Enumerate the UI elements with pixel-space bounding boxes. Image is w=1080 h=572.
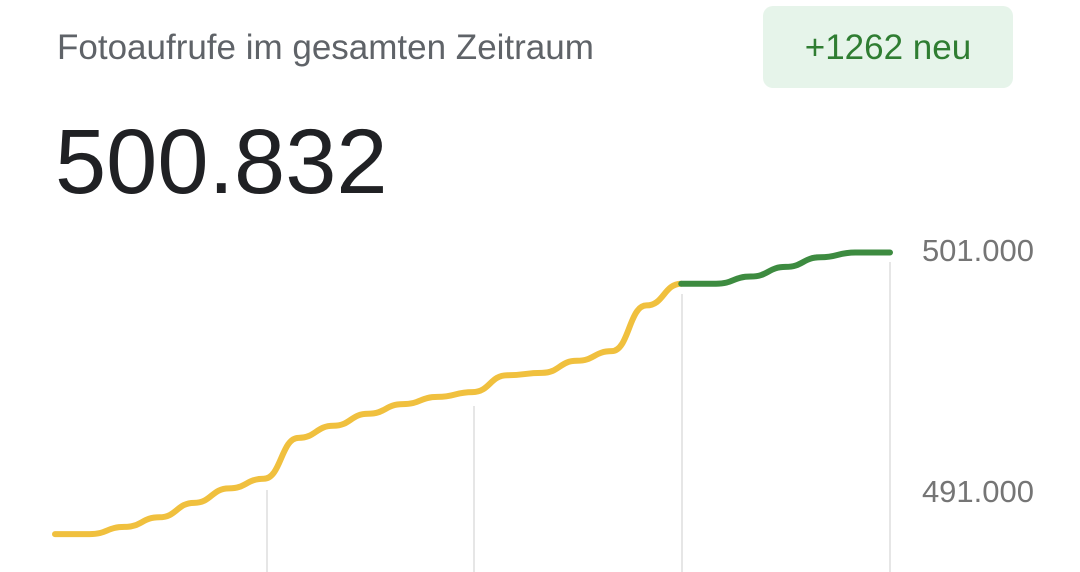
badge-background [763,6,1013,88]
chart-title: Fotoaufrufe im gesamten Zeitraum [57,28,594,67]
badge-text: +1262 neu [805,28,971,67]
line-series [52,280,685,538]
y-tick-label: 491.000 [922,474,1034,509]
line-series [678,249,893,287]
total-value: 500.832 [55,111,388,213]
vertical-dividers [266,262,891,572]
y-tick-label: 501.000 [922,233,1034,268]
